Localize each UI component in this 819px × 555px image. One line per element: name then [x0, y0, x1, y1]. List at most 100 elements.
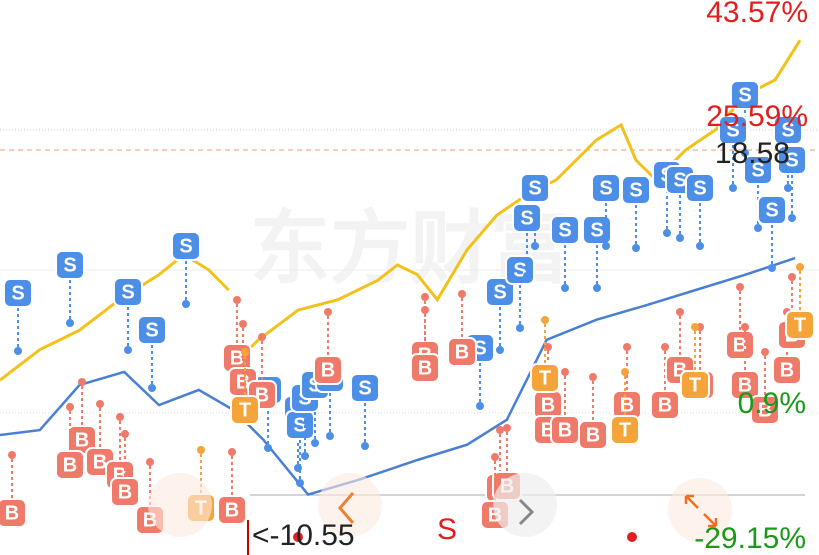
- signal-badge-label: B: [738, 374, 752, 396]
- button[interactable]: [148, 473, 212, 537]
- signal-dot: [561, 368, 569, 376]
- signal-badge: [718, 115, 748, 145]
- signal-dot: [676, 308, 684, 316]
- signal-badge-label: B: [780, 359, 794, 381]
- signal-dot: [476, 402, 484, 410]
- signal-badge: [591, 173, 621, 203]
- signal-badge: [447, 337, 477, 367]
- signal-dot: [503, 424, 511, 432]
- signal-dot: [458, 290, 466, 298]
- high-label: 43.57%: [706, 0, 808, 29]
- signal-badge: [0, 498, 27, 528]
- signal-badge-label: B: [658, 394, 672, 416]
- signal-badge-label: B: [455, 341, 469, 363]
- signal-badge: [730, 370, 760, 400]
- signal-badge: [113, 277, 143, 307]
- signal-dot: [324, 308, 332, 316]
- signal-badge: [578, 420, 608, 450]
- signal-dot: [696, 242, 704, 250]
- signal-dot: [516, 324, 524, 332]
- signal-badge-label: S: [293, 414, 306, 436]
- signal-badge-label: S: [63, 254, 76, 276]
- marker: [293, 532, 303, 542]
- signal-badge: [725, 330, 755, 360]
- signal-dot: [531, 242, 539, 250]
- marker: [627, 532, 637, 542]
- signal-badge-label: S: [121, 281, 134, 303]
- signal-dot: [239, 320, 247, 328]
- signal-dot: [741, 323, 749, 331]
- signal-badge-label: B: [225, 499, 239, 521]
- signal-badge-label: S: [693, 177, 706, 199]
- signal-badge-label: B: [418, 357, 432, 379]
- signal-badge: [217, 495, 247, 525]
- signal-badge: [230, 395, 260, 425]
- signal-badge-label: B: [321, 359, 335, 381]
- signal-dot: [691, 323, 699, 331]
- signal-badge-label: S: [558, 219, 571, 241]
- signal-badge: [772, 355, 802, 385]
- upper-label: 25.59%: [706, 100, 808, 133]
- signal-badge-label: S: [785, 149, 798, 171]
- signal-dot: [491, 453, 499, 461]
- signal-dot: [676, 234, 684, 242]
- signal-dot: [541, 316, 549, 324]
- signal-badge-label: B: [75, 429, 89, 451]
- signal-dot: [496, 346, 504, 354]
- signal-badge: [110, 477, 140, 507]
- signal-badge-label: S: [629, 179, 642, 201]
- signal-badge: [773, 115, 803, 145]
- signal-badge-label: B: [93, 451, 107, 473]
- signal-badge: [3, 278, 33, 308]
- signal-badge: [582, 215, 612, 245]
- signal-dot: [761, 348, 769, 356]
- signal-dot: [796, 263, 804, 271]
- signal-dot: [326, 432, 334, 440]
- min-price-label: <-10.55: [252, 519, 355, 552]
- signal-dot: [623, 343, 631, 351]
- signal-badge: [785, 310, 815, 340]
- signal-dot: [8, 451, 16, 459]
- signal-dot: [233, 296, 241, 304]
- signal-dot: [121, 430, 129, 438]
- signal-label: S: [437, 513, 457, 546]
- signal-badge-label: S: [528, 177, 541, 199]
- signal-badge-label: B: [758, 399, 772, 421]
- signal-badge-label: B: [541, 394, 555, 416]
- signal-dot: [523, 272, 531, 280]
- signal-dot: [621, 368, 629, 376]
- signal-dot: [311, 439, 319, 447]
- signal-dot: [228, 448, 236, 456]
- signal-badge: [530, 363, 560, 393]
- signal-dot: [768, 264, 776, 272]
- signal-dot: [784, 184, 792, 192]
- signal-dot: [593, 284, 601, 292]
- signal-dot: [197, 446, 205, 454]
- signal-dot: [14, 347, 22, 355]
- signal-badge: [650, 390, 680, 420]
- signal-dot: [66, 403, 74, 411]
- signal-badge-label: B: [620, 394, 634, 416]
- signal-badge: [485, 277, 515, 307]
- signal-dot: [663, 229, 671, 237]
- signal-dot: [602, 242, 610, 250]
- signal-badge-label: S: [738, 84, 751, 106]
- signal-dot: [258, 333, 266, 341]
- signal-dot: [124, 346, 132, 354]
- signal-dot: [241, 348, 249, 356]
- signal-badge-label: S: [520, 207, 533, 229]
- low-label: -29.15%: [694, 522, 806, 555]
- signal-badge: [350, 373, 380, 403]
- signal-dot: [264, 444, 272, 452]
- signal-dot: [421, 293, 429, 301]
- signal-dot: [589, 373, 597, 381]
- signal-dot: [148, 384, 156, 392]
- signal-badge-label: B: [230, 347, 244, 369]
- button[interactable]: [318, 473, 382, 537]
- signal-badge: [55, 450, 85, 480]
- signal-badge: [621, 175, 651, 205]
- signal-dot: [661, 343, 669, 351]
- signal-badge-label: S: [590, 219, 603, 241]
- price-label: 18.58: [715, 137, 790, 170]
